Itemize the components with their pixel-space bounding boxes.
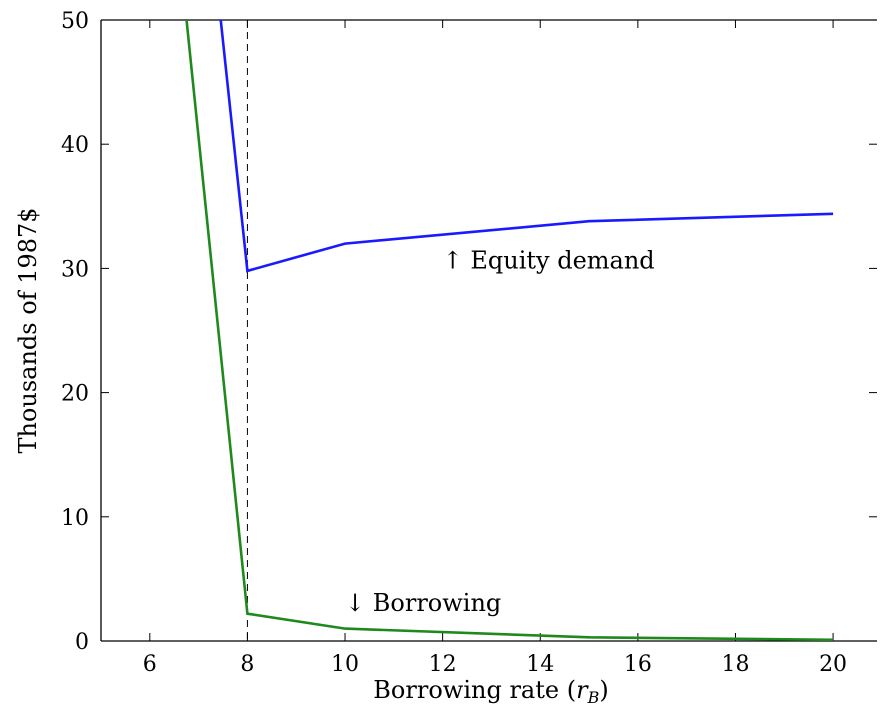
x-axis-label-main: Borrowing rate ( xyxy=(373,676,576,704)
x-tick-label: 8 xyxy=(240,652,254,677)
x-tick-label: 14 xyxy=(526,652,554,677)
x-tick-label: 12 xyxy=(429,652,457,677)
x-tick-label: 6 xyxy=(143,652,157,677)
x-axis-label-close: ) xyxy=(599,676,608,704)
x-tick-label: 10 xyxy=(331,652,359,677)
x-tick-label: 18 xyxy=(721,652,749,677)
series-line-borrowing xyxy=(185,20,834,641)
series-clip-group xyxy=(185,20,834,641)
annotation-borrowing: ↓ Borrowing xyxy=(345,589,501,617)
x-axis-label-var: r xyxy=(576,676,589,704)
x-axis-label: Borrowing rate (rB) xyxy=(373,676,608,707)
series-line-equity-demand xyxy=(219,20,834,273)
y-tick-label: 30 xyxy=(61,257,89,282)
x-tick-label: 16 xyxy=(624,652,652,677)
y-tick-label: 10 xyxy=(61,506,89,531)
x-axis-label-sub: B xyxy=(587,688,600,707)
annotation-equity-demand: ↑ Equity demand xyxy=(443,246,655,274)
y-axis-label: Thousands of 1987$ xyxy=(14,207,42,453)
y-tick-label: 50 xyxy=(61,9,89,34)
y-tick-label: 40 xyxy=(61,133,89,158)
y-tick-label: 0 xyxy=(75,630,89,655)
y-tick-label: 20 xyxy=(61,382,89,407)
x-tick-label: 20 xyxy=(819,652,847,677)
